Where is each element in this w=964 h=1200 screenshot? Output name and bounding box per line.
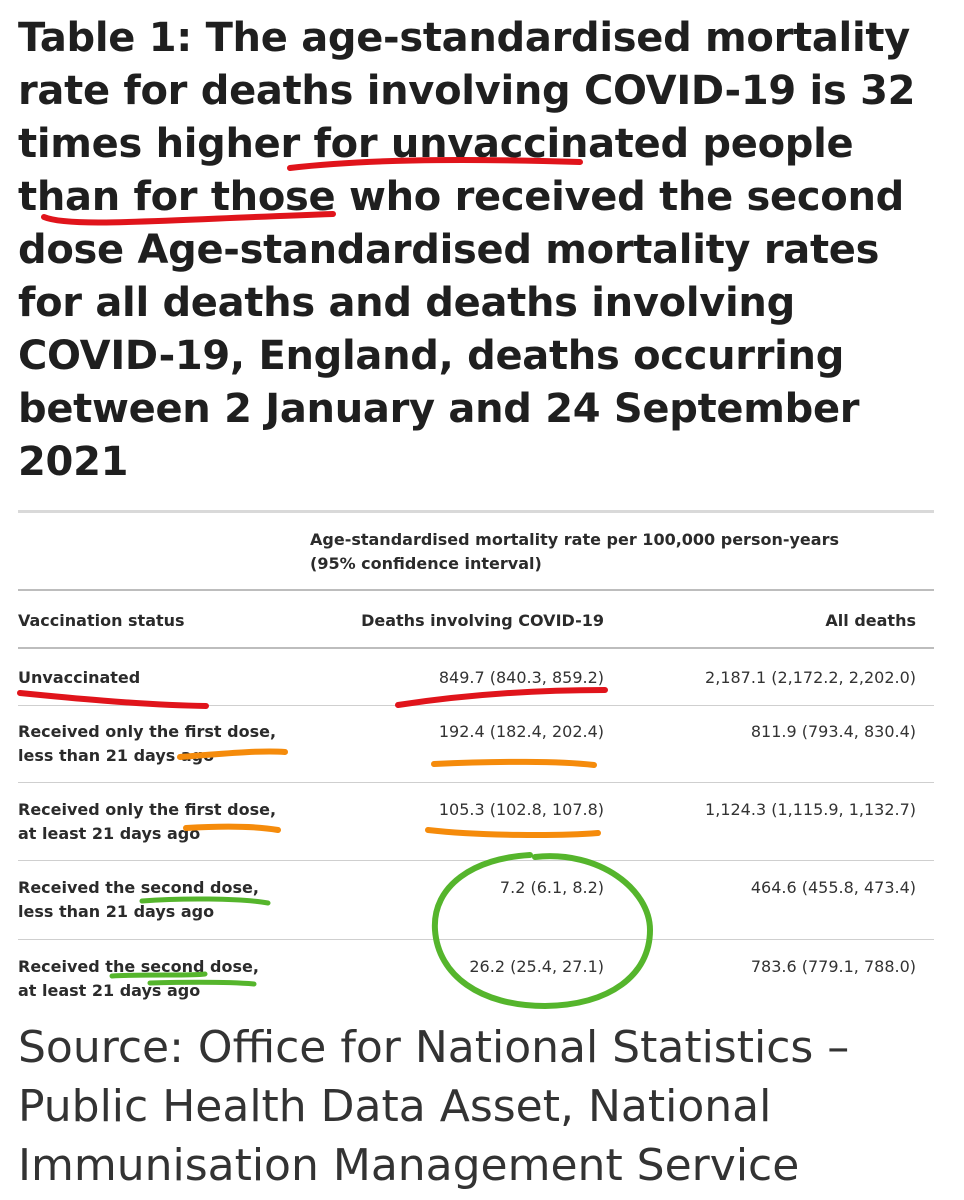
row-covid-rate: 192.4 (182.4, 202.4) bbox=[438, 722, 604, 741]
group-header-line-1: Age-standardised mortality rate per 100,… bbox=[310, 530, 839, 549]
row-divider bbox=[18, 705, 934, 706]
row-status: Received only the first dose, less than … bbox=[18, 720, 318, 768]
row-divider bbox=[18, 939, 934, 940]
column-header-rule bbox=[18, 647, 934, 649]
table-top-rule bbox=[18, 510, 934, 513]
row-all-deaths-rate: 811.9 (793.4, 830.4) bbox=[750, 722, 916, 741]
orange-underline-first-dose-short-rate bbox=[431, 758, 597, 768]
orange-underline-first-dose-long-rate bbox=[425, 827, 601, 838]
row-status: Received only the first dose, at least 2… bbox=[18, 798, 318, 846]
row-status-line-2: less than 21 days ago bbox=[18, 902, 215, 921]
row-status-line-2: at least 21 days ago bbox=[18, 981, 201, 1000]
row-status-line-1: Received the second dose, bbox=[18, 957, 259, 976]
group-header-line-2: (95% confidence interval) bbox=[310, 554, 542, 573]
row-status-line-2: at least 21 days ago bbox=[18, 824, 201, 843]
column-header-all-deaths: All deaths bbox=[825, 611, 916, 630]
row-status: Received the second dose, less than 21 d… bbox=[18, 876, 318, 924]
row-all-deaths-rate: 783.6 (779.1, 788.0) bbox=[750, 957, 916, 976]
red-underline-unvaccinated-rate bbox=[395, 687, 608, 708]
group-header: Age-standardised mortality rate per 100,… bbox=[310, 528, 910, 576]
row-covid-rate: 105.3 (102.8, 107.8) bbox=[438, 800, 604, 819]
column-header-vaccination-status: Vaccination status bbox=[18, 611, 185, 630]
row-all-deaths-rate: 2,187.1 (2,172.2, 2,202.0) bbox=[705, 668, 916, 687]
header-rule bbox=[18, 589, 934, 591]
row-divider bbox=[18, 860, 934, 861]
row-status-line-1: Unvaccinated bbox=[18, 668, 141, 687]
row-divider bbox=[18, 782, 934, 783]
row-status-line-2: less than 21 days ago bbox=[18, 746, 215, 765]
row-all-deaths-rate: 1,124.3 (1,115.9, 1,132.7) bbox=[705, 800, 916, 819]
source-credit: Source: Office for National Statistics –… bbox=[18, 1022, 850, 1191]
row-status: Received the second dose, at least 21 da… bbox=[18, 955, 318, 1003]
row-status: Unvaccinated bbox=[18, 666, 318, 690]
row-status-line-1: Received only the first dose, bbox=[18, 722, 277, 741]
row-covid-rate: 849.7 (840.3, 859.2) bbox=[438, 668, 604, 687]
column-header-covid-deaths: Deaths involving COVID-19 bbox=[361, 611, 604, 630]
row-covid-rate: 26.2 (25.4, 27.1) bbox=[469, 957, 604, 976]
row-status-line-1: Received only the first dose, bbox=[18, 800, 277, 819]
row-status-line-1: Received the second dose, bbox=[18, 878, 259, 897]
page-title: Table 1: The age-standardised mortality … bbox=[18, 15, 916, 485]
row-covid-rate: 7.2 (6.1, 8.2) bbox=[499, 878, 604, 897]
row-all-deaths-rate: 464.6 (455.8, 473.4) bbox=[750, 878, 916, 897]
